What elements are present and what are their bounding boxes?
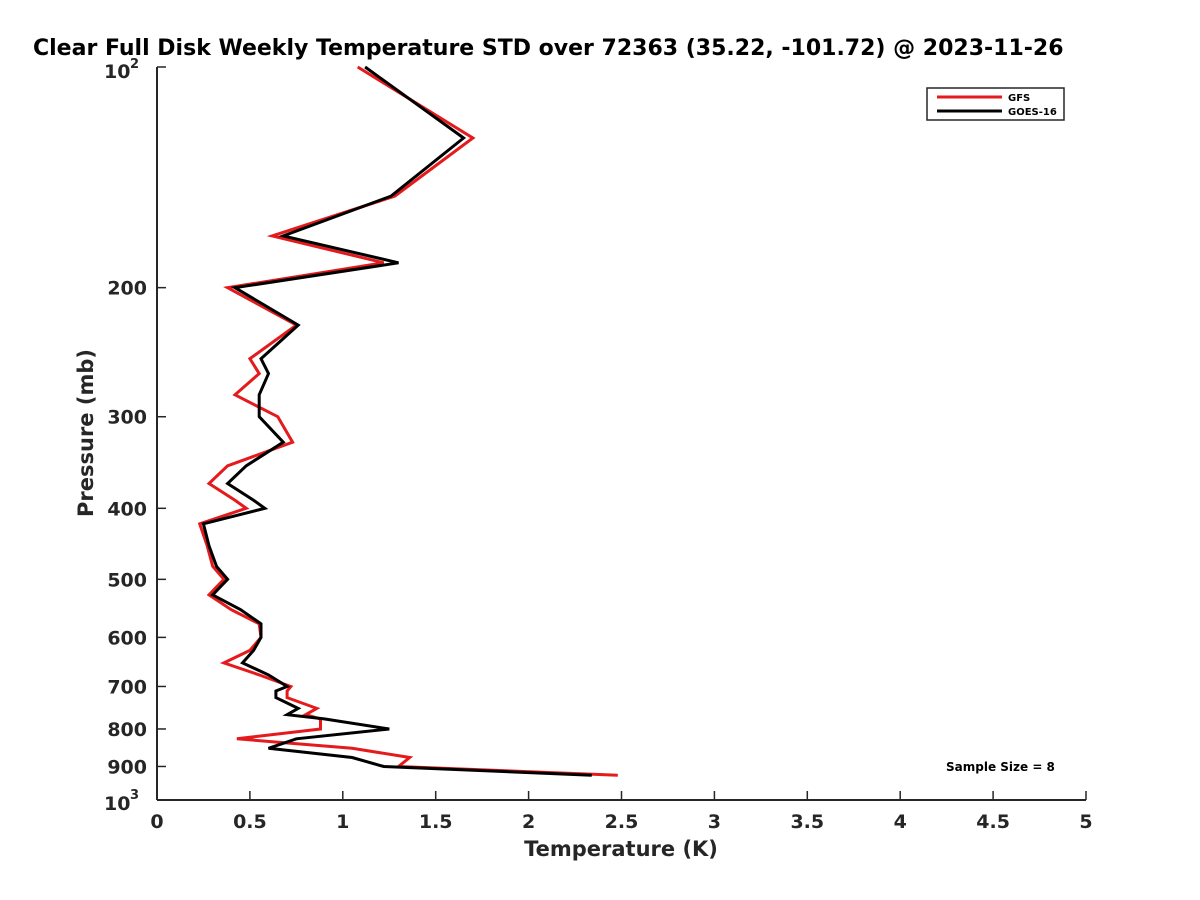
x-tick-label: 4.5 (976, 811, 1010, 833)
legend-label-gfs: GFS (1008, 93, 1030, 104)
y-tick-label: 300 (107, 407, 147, 429)
y-ticks: 200 300 400 500 600 700 800 900 (107, 66, 166, 801)
y-tick-bottom-exponent: 3 (130, 788, 139, 803)
x-tick-label: 4 (894, 811, 907, 833)
x-ticks: 0 0.5 1 1.5 2 2.5 3 3.5 4 4.5 5 (150, 791, 1093, 833)
chart-title: Clear Full Disk Weekly Temperature STD o… (33, 36, 1064, 61)
x-tick-label: 5 (1079, 811, 1092, 833)
y-tick-bottom: 10 3 (104, 788, 139, 815)
y-tick-top-base: 10 (104, 61, 130, 83)
y-tick-bottom-base: 10 (104, 793, 130, 815)
legend-label-goes16: GOES-16 (1008, 107, 1057, 118)
x-tick-label: 0 (150, 811, 163, 833)
y-tick-top-exponent: 2 (130, 57, 139, 72)
sample-size-annotation: Sample Size = 8 (946, 760, 1055, 774)
plot-background (157, 67, 1086, 800)
x-tick-label: 2.5 (605, 811, 639, 833)
x-tick-label: 1 (336, 811, 349, 833)
series-layer (197, 65, 618, 777)
series-line-goes16 (201, 65, 592, 777)
x-tick-label: 1.5 (419, 811, 453, 833)
y-tick-label: 600 (107, 627, 147, 649)
x-tick-label: 3.5 (790, 811, 824, 833)
y-tick-label: 700 (107, 676, 147, 698)
y-axis-label: Pressure (mb) (74, 349, 98, 517)
x-tick-label: 3 (708, 811, 721, 833)
y-tick-label: 800 (107, 719, 147, 741)
x-axis-label: Temperature (K) (524, 837, 718, 861)
y-tick-top: 10 2 (104, 57, 139, 83)
legend: GFS GOES-16 (926, 87, 1065, 121)
y-tick-label: 200 (107, 278, 147, 300)
legend-box (926, 87, 1065, 121)
x-tick-label: 2 (522, 811, 535, 833)
y-tick-label: 500 (107, 569, 147, 591)
y-tick-label: 900 (107, 756, 147, 778)
x-tick-label: 0.5 (233, 811, 267, 833)
y-tick-label: 400 (107, 498, 147, 520)
